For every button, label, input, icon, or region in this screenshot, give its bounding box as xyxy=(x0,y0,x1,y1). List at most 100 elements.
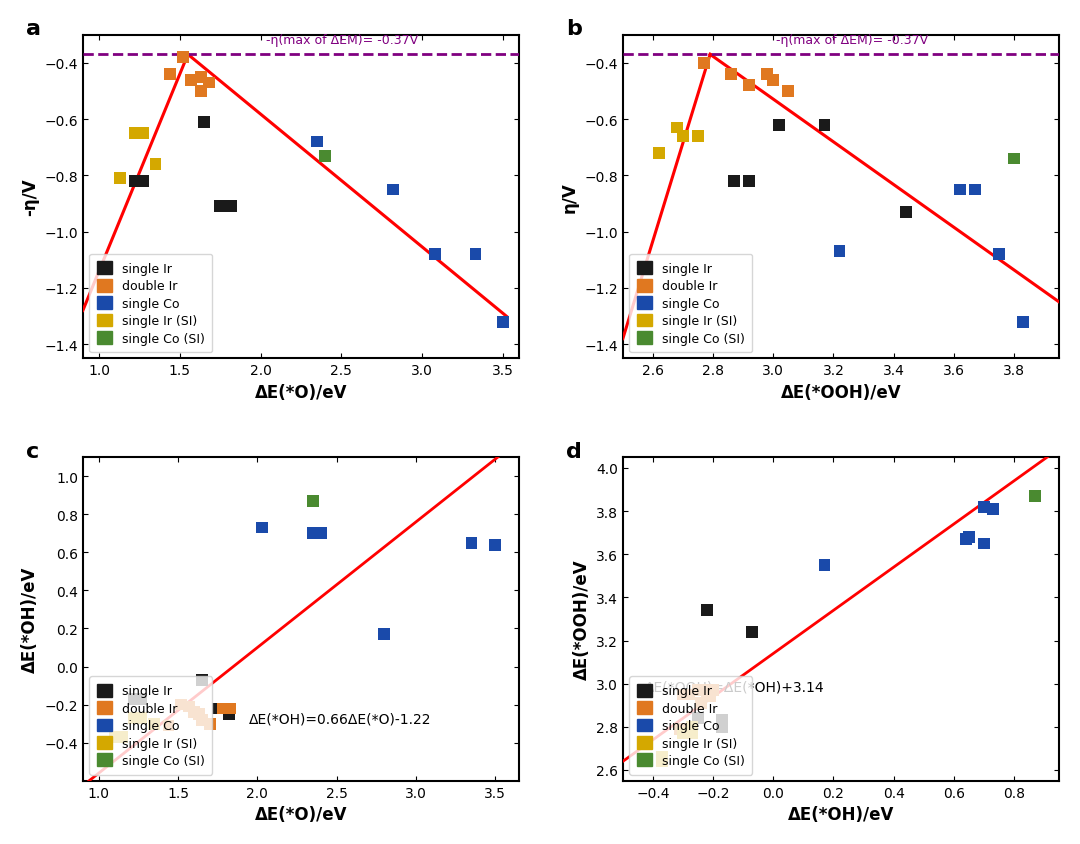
Text: c: c xyxy=(26,441,39,462)
Point xyxy=(193,713,211,727)
Point xyxy=(967,183,984,197)
Point xyxy=(765,73,782,87)
Y-axis label: ΔE(*OH)/eV: ΔE(*OH)/eV xyxy=(21,566,39,673)
X-axis label: ΔE(*O)/eV: ΔE(*O)/eV xyxy=(255,805,348,823)
Point xyxy=(957,533,974,546)
Point xyxy=(674,688,691,701)
Legend: single Ir, double Ir, single Co, single Ir (SI), single Co (SI): single Ir, double Ir, single Co, single … xyxy=(90,677,212,775)
Point xyxy=(183,73,200,87)
Point xyxy=(723,68,740,82)
Text: ΔE(*OOH)=ΔE(*OH)+3.14: ΔE(*OOH)=ΔE(*OH)+3.14 xyxy=(645,679,824,693)
Point xyxy=(696,57,713,70)
Point xyxy=(126,175,144,188)
Point xyxy=(309,136,326,149)
Point xyxy=(222,200,240,214)
Point xyxy=(126,127,144,141)
Point xyxy=(427,248,444,262)
Point xyxy=(815,119,833,133)
Point xyxy=(133,692,150,706)
Point xyxy=(975,537,993,550)
Point xyxy=(111,172,129,186)
Point xyxy=(1005,153,1023,166)
Point xyxy=(487,538,504,552)
Point xyxy=(692,696,710,710)
Point xyxy=(254,522,271,535)
Point xyxy=(175,51,192,65)
Point xyxy=(815,559,833,572)
Point xyxy=(689,711,706,725)
Point xyxy=(674,727,691,740)
Point xyxy=(672,722,689,736)
Point xyxy=(133,711,150,725)
Point xyxy=(190,707,207,721)
X-axis label: ΔE(*O)/eV: ΔE(*O)/eV xyxy=(255,383,348,401)
Text: -η(max of ΔEM)= -0.37V: -η(max of ΔEM)= -0.37V xyxy=(775,34,928,47)
Point xyxy=(160,719,177,733)
Point xyxy=(744,625,761,639)
Point xyxy=(680,688,698,701)
Point xyxy=(975,500,993,514)
Point xyxy=(192,71,210,84)
X-axis label: ΔE(*OOH)/eV: ΔE(*OOH)/eV xyxy=(781,383,902,401)
Point xyxy=(305,527,322,540)
Point xyxy=(684,727,701,740)
Point xyxy=(212,200,229,214)
Point xyxy=(831,246,848,259)
Point xyxy=(674,130,691,143)
Point xyxy=(653,755,671,768)
Point xyxy=(741,79,758,93)
Point xyxy=(134,175,151,188)
Text: d: d xyxy=(566,441,582,462)
Point xyxy=(200,77,217,90)
Point xyxy=(195,116,213,129)
Legend: single Ir, double Ir, single Co, single Ir (SI), single Co (SI): single Ir, double Ir, single Co, single … xyxy=(90,255,212,353)
Point xyxy=(180,700,198,713)
Point xyxy=(495,316,512,329)
Point xyxy=(653,750,671,764)
Point xyxy=(467,248,484,262)
Point xyxy=(192,85,210,99)
Point xyxy=(758,68,775,82)
Y-axis label: η/V: η/V xyxy=(561,181,579,213)
Point xyxy=(714,714,731,728)
Point xyxy=(741,175,758,188)
Point xyxy=(699,603,716,617)
Point xyxy=(214,702,231,716)
Point xyxy=(897,206,915,219)
Y-axis label: -η/V: -η/V xyxy=(21,178,39,216)
Point xyxy=(193,674,211,687)
Point xyxy=(960,531,977,544)
Point xyxy=(384,183,402,197)
Point xyxy=(650,147,667,160)
Point xyxy=(669,122,686,135)
Point xyxy=(684,720,701,733)
Point xyxy=(210,702,227,716)
Point xyxy=(125,692,143,706)
Point xyxy=(689,130,706,143)
Point xyxy=(312,527,329,540)
Legend: single Ir, double Ir, single Co, single Ir (SI), single Co (SI): single Ir, double Ir, single Co, single … xyxy=(630,255,752,353)
Point xyxy=(704,684,721,697)
Point xyxy=(376,628,393,641)
Point xyxy=(221,702,239,716)
Point xyxy=(146,717,163,731)
Legend: single Ir, double Ir, single Co, single Ir (SI), single Co (SI): single Ir, double Ir, single Co, single … xyxy=(630,677,752,775)
Point xyxy=(201,717,218,731)
Point xyxy=(305,495,322,508)
Point xyxy=(186,706,203,719)
Point xyxy=(106,730,123,744)
Point xyxy=(173,698,190,711)
Point xyxy=(113,730,131,744)
Point xyxy=(726,175,743,188)
Text: ΔE(*OH)=0.66ΔE(*O)-1.22: ΔE(*OH)=0.66ΔE(*O)-1.22 xyxy=(248,711,431,726)
Text: -η(max of ΔEM)= -0.37V: -η(max of ΔEM)= -0.37V xyxy=(266,34,418,47)
Y-axis label: ΔE(*OOH)/eV: ΔE(*OOH)/eV xyxy=(572,559,591,679)
Point xyxy=(220,707,238,721)
Point xyxy=(316,149,334,163)
Point xyxy=(463,537,481,550)
Text: a: a xyxy=(26,19,41,40)
Point xyxy=(990,248,1008,262)
Point xyxy=(162,68,179,82)
Point xyxy=(134,127,151,141)
Text: b: b xyxy=(566,19,582,40)
